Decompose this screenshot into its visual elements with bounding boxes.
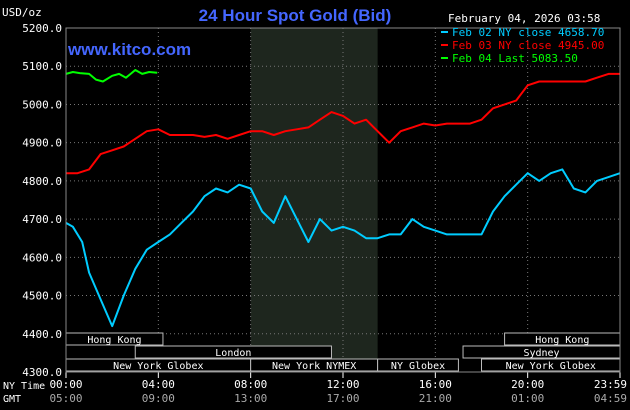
axis-layer: 5200.0 5100.0 5000.0 4900.0 4800.0 4700.0 4600… xyxy=(22,22,627,405)
session-layer: Hong Kong London New York Globex New York N… xyxy=(65,332,621,372)
session-label: Sydney xyxy=(523,348,559,359)
legend-entry: Feb 04 Last 5083.50 xyxy=(452,52,578,65)
plot-frame xyxy=(65,27,621,373)
y-tick-label: 4600.0 xyxy=(22,251,62,264)
session-label: New York NYMEX xyxy=(272,361,356,372)
x-tick-label-ny: 08:00 xyxy=(234,378,267,391)
y-tick-label: 4400.0 xyxy=(22,328,62,341)
legend-entry: Feb 02 NY close 4658.70 xyxy=(452,26,604,39)
session-bar xyxy=(134,345,332,359)
x-tick-label-gmt: 01:00 xyxy=(511,392,544,405)
y-tick-label: 5000.0 xyxy=(22,98,62,111)
x-tick-label-ny: 12:00 xyxy=(326,378,359,391)
x-axis-label-ny: NY Time xyxy=(3,381,45,392)
nymex-session-shade xyxy=(250,28,378,372)
watermark: www.kitco.com xyxy=(67,40,191,59)
y-tick-label: 5100.0 xyxy=(22,60,62,73)
session-label: Hong Kong xyxy=(535,335,589,346)
x-tick-label-ny: 23:59 xyxy=(594,378,627,391)
x-tick-label-ny: 16:00 xyxy=(419,378,452,391)
y-tick-label: 4800.0 xyxy=(22,175,62,188)
x-tick-label-gmt: 21:00 xyxy=(419,392,452,405)
series-layer xyxy=(65,69,621,328)
session-bar xyxy=(377,358,459,372)
series-line-0 xyxy=(65,168,621,328)
x-tick-label-ny: 20:00 xyxy=(511,378,544,391)
y-tick-label: 4700.0 xyxy=(22,213,62,226)
chart-date: February 04, 2026 03:58 xyxy=(448,12,600,25)
x-tick-label-ny: 00:00 xyxy=(49,378,82,391)
series-line-2 xyxy=(65,69,158,83)
x-tick-label-gmt: 04:59 xyxy=(594,392,627,405)
x-tick-label-gmt: 13:00 xyxy=(234,392,267,405)
session-label: New York Globex xyxy=(113,361,203,372)
x-tick-label-gmt: 09:00 xyxy=(142,392,175,405)
legend-entry: Feb 03 NY close 4945.00 xyxy=(452,39,604,52)
x-tick-label-ny: 04:00 xyxy=(142,378,175,391)
y-axis-label: USD/oz xyxy=(2,6,42,19)
session-label: London xyxy=(215,348,251,359)
x-tick-label-gmt: 05:00 xyxy=(49,392,82,405)
series-line-1 xyxy=(66,72,620,175)
chart-title: 24 Hour Spot Gold (Bid) xyxy=(199,6,392,25)
y-tick-label: 4900.0 xyxy=(22,137,62,150)
y-tick-label: 4500.0 xyxy=(22,290,62,303)
session-label: NY Globex xyxy=(391,361,445,372)
x-axis-label-gmt: GMT xyxy=(3,394,21,405)
session-label: New York Globex xyxy=(506,361,596,372)
y-tick-label: 4300.0 xyxy=(22,366,62,379)
shade-layer xyxy=(250,28,378,372)
x-tick-label-gmt: 17:00 xyxy=(326,392,359,405)
y-tick-label: 5200.0 xyxy=(22,22,62,35)
session-label: Hong Kong xyxy=(87,335,141,346)
